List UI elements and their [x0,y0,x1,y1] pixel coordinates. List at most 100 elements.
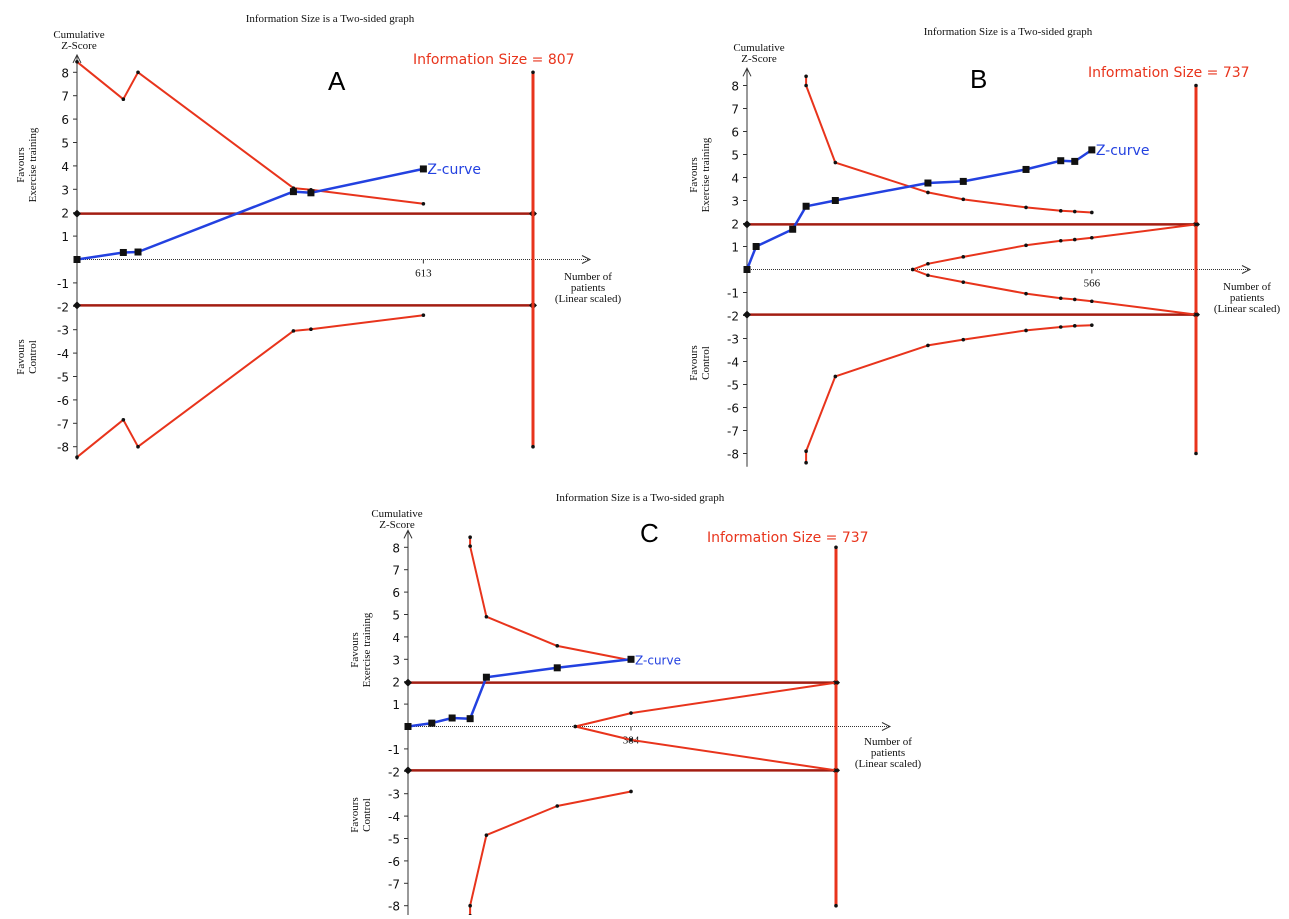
boundary-point [1024,205,1028,210]
y-tick-label: -5 [57,371,69,385]
y-tick-label: 7 [61,90,69,104]
boundary-point [804,449,808,454]
boundary-point [291,329,296,333]
y-tick-label: 3 [392,653,400,667]
y-tick-label: 8 [392,541,400,555]
monitoring-boundary-lower [805,324,1092,463]
z-curve-point [831,197,839,204]
y-tick-label: 1 [392,698,400,712]
chart-panel-c: Information Size is a Two-sided graph C In… [349,492,922,919]
y-tick-label: 2 [392,676,400,690]
y-tick-label: -2 [57,300,69,314]
y-tick-label: -7 [727,425,739,439]
z-curve-point [743,266,751,273]
favours-upper-label: Favours Exercise training [688,137,712,212]
boundary-point [1072,209,1077,214]
boundary-point [1072,324,1077,328]
z-curve-point [428,719,436,727]
information-size-label: Information Size = 737 [707,530,869,546]
y-tick-label: 7 [731,103,739,117]
y-tick-label: -4 [727,356,739,370]
boundary-point [926,343,930,348]
z-curve-point [73,256,81,263]
favours-upper-line2: Exercise training [27,127,39,202]
favours-lower-line2: Control [700,346,712,380]
boundary-point [75,455,79,460]
chart-panel-b: Information Size is a Two-sided graph B In… [688,26,1280,467]
z-curve-point [307,189,315,197]
y-axis-arrow [742,67,752,77]
x-tick-label: 566 [1084,278,1101,290]
boundary-point [961,337,966,342]
boundary-point [484,833,489,837]
y-tick-label: -8 [57,441,69,455]
y-tick-label: 2 [731,218,739,232]
boundary-point [629,789,633,794]
x-axis-label-line3: (Linear scaled) [855,758,922,770]
x-tick-label: 613 [415,268,432,280]
chart-panel-a: Information Size is a Two-sided graph A In… [15,13,622,461]
boundary-point [804,74,808,79]
y-axis-arrow [403,529,413,539]
futility-point [1024,243,1028,248]
y-tick-label: 5 [61,137,69,151]
favours-upper-line2: Exercise training [361,612,373,687]
futility-point [834,768,838,773]
x-axis-label-line3: (Linear scaled) [555,293,622,305]
y-tick-label: 3 [731,195,739,209]
y-tick-label: 4 [61,160,69,174]
boundary-point [926,190,930,195]
favours-lower-label: Favours Control [688,345,712,380]
z-curve-point [404,723,412,730]
boundary-point [421,202,426,206]
favours-upper-line1: Favours [15,147,27,182]
boundary-point [121,417,126,422]
favours-upper-line1: Favours [688,157,700,192]
information-size-point [531,444,535,449]
information-size-label: Information Size = 737 [1088,65,1250,81]
monitoring-boundary-upper [76,61,424,205]
favours-lower-line2: Control [27,340,39,374]
futility-point [961,280,966,284]
boundary-point [468,535,472,540]
favours-lower-line2: Control [361,798,373,832]
y-tick-label: 8 [731,80,739,94]
y-tick-label: -5 [388,833,400,847]
y-tick-label: 7 [392,564,400,578]
boundary-point [484,614,489,619]
z-curve-point [419,165,427,173]
x-axis-label-line2: patients [1230,292,1264,304]
boundary-point [75,59,79,64]
futility-point [926,273,930,278]
futility-point [926,261,930,266]
futility-point [573,724,578,729]
boundary-point [1024,328,1028,333]
boundary-point [804,83,808,88]
boundary-point [833,374,838,379]
information-size-label: Information Size = 807 [413,52,575,68]
x-axis-label-line1: Number of [564,271,612,283]
y-axis-label-line1: Cumulative [733,42,784,54]
boundary-point [833,160,838,165]
y-tick-label: -6 [388,855,400,869]
panel-label: B [970,64,987,94]
boundary-point [1090,210,1094,215]
y-tick-label: -4 [388,810,400,824]
y-tick-label: -7 [388,877,400,891]
z-curve-label: Z-curve [1096,143,1150,159]
information-size-point [1194,83,1198,88]
favours-upper-label: Favours Exercise training [15,127,39,202]
z-curve-label: Z-curve [635,653,681,667]
y-tick-label: -2 [388,765,400,779]
y-tick-label: 4 [392,631,400,645]
z-curve-point [752,243,760,250]
y-tick-label: -3 [388,788,400,802]
boundary-marker [743,310,751,319]
y-tick-label: -1 [57,277,69,291]
boundary-point [121,97,126,102]
y-tick-label: -7 [57,417,69,431]
y-tick-label: -8 [388,900,400,914]
y-tick-label: -5 [727,379,739,393]
monitoring-boundary-lower [469,790,632,916]
